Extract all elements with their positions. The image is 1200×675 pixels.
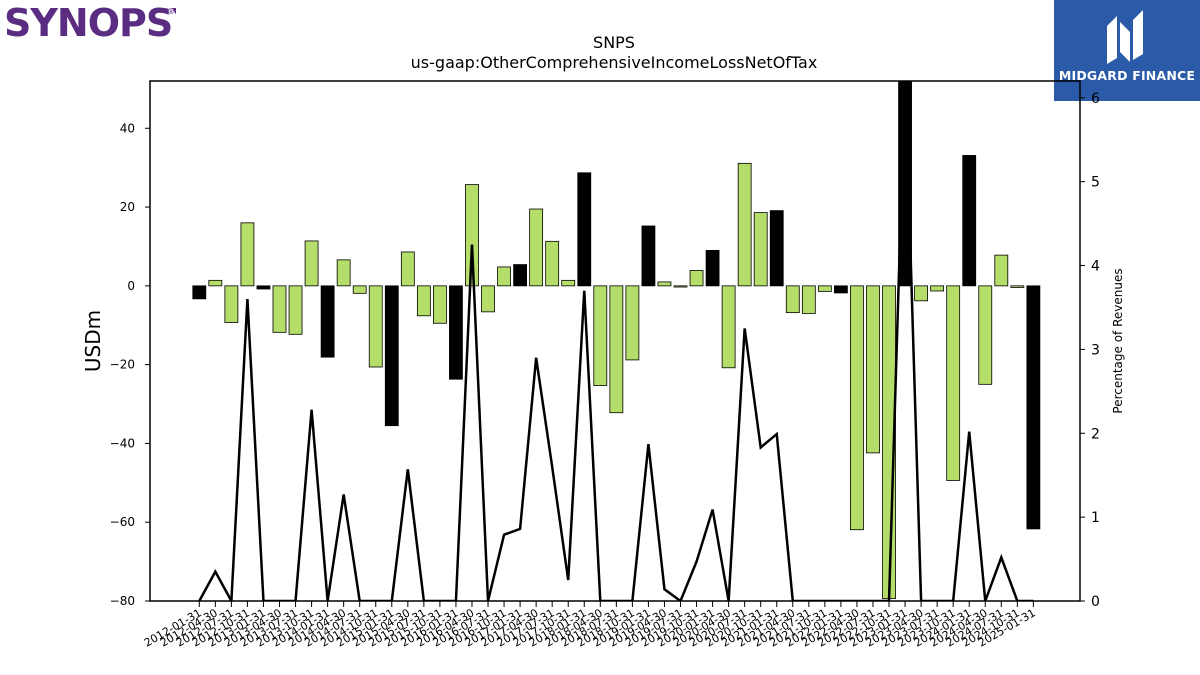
bar xyxy=(962,155,977,287)
bar xyxy=(769,210,784,287)
y-tick-label: 0 xyxy=(127,279,135,293)
bar xyxy=(978,285,993,385)
bar xyxy=(481,285,495,313)
bar xyxy=(994,254,1009,287)
bar xyxy=(657,281,672,287)
bar xyxy=(914,285,928,302)
bar xyxy=(272,285,287,333)
bar xyxy=(368,285,383,368)
bar xyxy=(753,212,768,287)
bar xyxy=(898,81,912,287)
y-tick-label: 40 xyxy=(120,121,135,135)
bar xyxy=(1026,285,1041,530)
bar xyxy=(352,285,367,294)
bar xyxy=(850,285,864,531)
y-axis-label: USDm xyxy=(81,310,105,372)
y2-tick-label: 5 xyxy=(1091,175,1100,191)
percentage-line xyxy=(198,81,1034,601)
midgard-mark-icon xyxy=(1107,10,1143,64)
bar xyxy=(946,285,961,481)
y2-tick-label: 4 xyxy=(1091,259,1100,275)
bar xyxy=(288,285,303,335)
bars-layer xyxy=(192,81,1041,600)
bar xyxy=(224,285,239,323)
bar xyxy=(497,266,511,287)
bar xyxy=(432,285,447,324)
bar xyxy=(208,279,223,287)
bar xyxy=(673,285,688,288)
y-tick-label: −20 xyxy=(110,358,135,372)
y2-tick-label: 2 xyxy=(1091,426,1100,442)
bar xyxy=(866,285,880,454)
axes-layer: −80−60−40−200204001234562012-01-312012-0… xyxy=(110,80,1100,650)
bar xyxy=(705,249,720,287)
y2-axis-label: Percentage of Revenues xyxy=(1111,268,1125,413)
bar xyxy=(513,264,527,287)
bar xyxy=(930,285,945,292)
bar xyxy=(416,285,431,317)
bar xyxy=(545,240,560,287)
y-tick-label: −60 xyxy=(110,515,135,529)
y2-tick-label: 0 xyxy=(1091,594,1100,610)
y-tick-label: −80 xyxy=(110,594,135,608)
chart-title: SNPS xyxy=(593,33,635,52)
bar xyxy=(336,259,351,287)
midgard-finance-logo-text: MIDGARD FINANCE xyxy=(1058,68,1196,83)
bar xyxy=(834,285,848,294)
bar xyxy=(256,285,271,290)
bar xyxy=(801,285,816,314)
bar xyxy=(240,222,255,287)
bar xyxy=(785,285,800,314)
chart-subtitle: us-gaap:OtherComprehensiveIncomeLossNetO… xyxy=(411,53,818,72)
midgard-finance-logo: MIDGARD FINANCE xyxy=(1054,0,1200,101)
bar xyxy=(400,251,415,287)
bar xyxy=(529,208,544,287)
bar xyxy=(609,285,624,414)
bar xyxy=(625,285,640,361)
bar xyxy=(577,172,592,287)
y-tick-label: 20 xyxy=(120,200,135,214)
bar xyxy=(192,285,207,300)
bar xyxy=(1010,285,1025,288)
y-tick-label: −40 xyxy=(110,436,135,450)
y2-tick-label: 6 xyxy=(1091,91,1100,107)
bar xyxy=(304,240,319,287)
bar xyxy=(817,285,832,292)
bar xyxy=(384,285,399,427)
bar xyxy=(561,279,576,287)
bar xyxy=(449,285,463,380)
line-layer xyxy=(198,81,1034,601)
bar xyxy=(320,285,335,358)
plot-frame xyxy=(149,80,1081,602)
bar xyxy=(737,162,752,287)
bar xyxy=(593,285,608,386)
y2-tick-label: 1 xyxy=(1091,510,1100,526)
registered-icon: ® xyxy=(167,7,175,16)
bar xyxy=(721,285,736,369)
bar xyxy=(465,184,479,287)
bar xyxy=(689,270,704,287)
y2-tick-label: 3 xyxy=(1091,342,1100,358)
bar xyxy=(641,225,656,287)
